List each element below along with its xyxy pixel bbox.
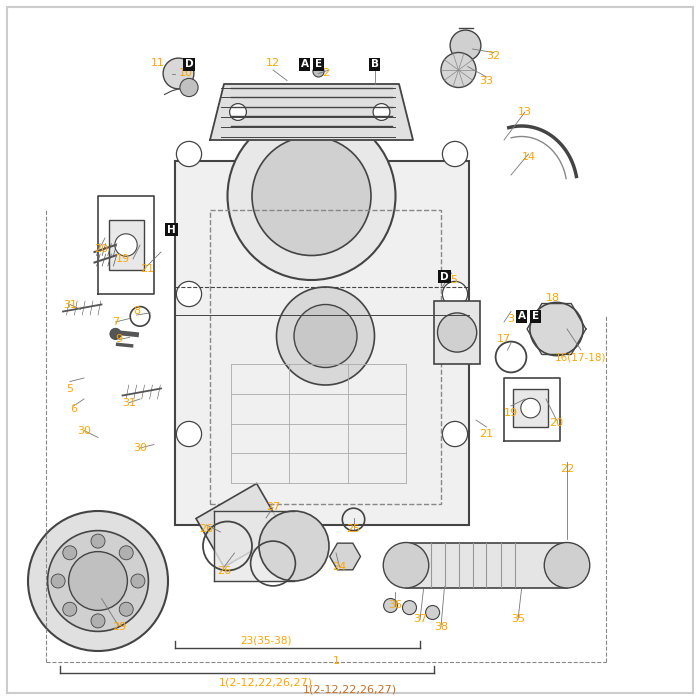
Text: 6: 6 [70, 405, 77, 414]
Text: 17: 17 [497, 335, 511, 344]
Circle shape [63, 602, 77, 616]
Text: 37: 37 [413, 615, 427, 624]
Text: E: E [532, 312, 539, 321]
Text: 8: 8 [133, 307, 140, 316]
Text: D: D [440, 272, 449, 281]
Circle shape [373, 104, 390, 120]
Circle shape [180, 78, 198, 97]
Circle shape [276, 287, 374, 385]
Text: 14: 14 [522, 153, 536, 162]
Text: 22: 22 [560, 464, 574, 474]
Bar [406, 542, 567, 588]
Text: 1(2-12,22,26,27): 1(2-12,22,26,27) [303, 685, 397, 694]
Circle shape [110, 328, 121, 339]
Polygon shape [210, 84, 413, 140]
Text: 19: 19 [116, 254, 130, 264]
Circle shape [115, 234, 137, 256]
Text: 31: 31 [122, 398, 136, 407]
Text: A: A [517, 312, 526, 321]
Circle shape [51, 574, 65, 588]
Bar [513, 389, 548, 427]
Text: 30: 30 [77, 426, 91, 435]
Circle shape [91, 534, 105, 548]
Circle shape [294, 304, 357, 368]
Circle shape [252, 136, 371, 256]
Bar [108, 220, 144, 270]
Text: 26: 26 [199, 524, 213, 533]
Bar [434, 301, 480, 364]
Text: 21: 21 [480, 429, 494, 439]
Text: 12: 12 [266, 58, 280, 68]
Circle shape [228, 112, 395, 280]
Text: 33: 33 [480, 76, 494, 85]
Circle shape [63, 546, 77, 560]
Text: 21: 21 [140, 265, 154, 274]
Text: 13: 13 [518, 107, 532, 117]
Bar [175, 161, 469, 525]
Circle shape [521, 398, 540, 418]
Text: 38: 38 [434, 622, 448, 631]
Circle shape [442, 281, 468, 307]
Text: 10: 10 [178, 69, 192, 78]
Text: 31: 31 [63, 300, 77, 309]
Text: B: B [370, 60, 379, 69]
Circle shape [384, 542, 428, 588]
Text: 2: 2 [322, 69, 329, 78]
Circle shape [131, 574, 145, 588]
Text: 27: 27 [266, 503, 280, 512]
Circle shape [176, 141, 202, 167]
Text: 20: 20 [94, 244, 108, 253]
Polygon shape [330, 543, 360, 570]
Text: A: A [300, 60, 309, 69]
Circle shape [384, 598, 398, 612]
Text: 30: 30 [133, 443, 147, 453]
Text: 3: 3 [508, 314, 514, 323]
Text: 26: 26 [217, 566, 231, 575]
Text: D: D [185, 60, 193, 69]
Text: 24: 24 [332, 562, 346, 572]
Text: 7: 7 [112, 317, 119, 327]
Text: 23(35-38): 23(35-38) [240, 636, 292, 645]
Circle shape [441, 52, 476, 88]
Circle shape [426, 606, 440, 620]
Text: 1(2-12,22,26,27): 1(2-12,22,26,27) [219, 678, 313, 687]
Circle shape [119, 602, 133, 616]
Text: 29: 29 [112, 622, 126, 631]
Circle shape [259, 511, 329, 581]
Circle shape [530, 302, 583, 356]
Text: 5: 5 [66, 384, 74, 393]
Text: 36: 36 [389, 601, 402, 610]
Circle shape [438, 313, 477, 352]
Text: 18: 18 [546, 293, 560, 302]
Circle shape [69, 552, 127, 610]
Text: 25: 25 [346, 524, 360, 533]
Circle shape [91, 614, 105, 628]
Text: 9: 9 [116, 335, 122, 344]
Text: 1: 1 [332, 657, 340, 666]
Circle shape [48, 531, 148, 631]
Text: 11: 11 [150, 58, 164, 68]
Text: 32: 32 [486, 51, 500, 61]
Circle shape [176, 421, 202, 447]
Text: 35: 35 [511, 615, 525, 624]
Text: 15: 15 [444, 275, 458, 285]
Circle shape [230, 104, 246, 120]
Circle shape [450, 30, 481, 61]
Circle shape [545, 542, 589, 588]
Text: 19: 19 [504, 408, 518, 418]
Text: E: E [315, 60, 322, 69]
Bar [196, 484, 285, 567]
Circle shape [163, 58, 194, 89]
Text: 16(17-18): 16(17-18) [555, 352, 607, 362]
Circle shape [28, 511, 168, 651]
Bar [210, 210, 441, 504]
Circle shape [442, 141, 468, 167]
Text: H: H [167, 225, 176, 235]
Circle shape [442, 421, 468, 447]
Circle shape [176, 281, 202, 307]
Text: 20: 20 [550, 419, 564, 428]
Circle shape [313, 66, 324, 77]
Circle shape [119, 546, 133, 560]
Circle shape [402, 601, 416, 615]
